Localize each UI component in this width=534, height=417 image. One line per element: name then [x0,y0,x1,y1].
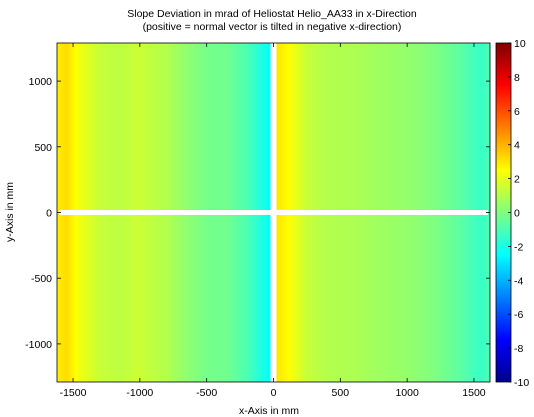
colorbar: -10 -8 -6 -4 -2 0 2 4 6 8 10 [495,38,529,389]
x-tick-label: 1000 [395,387,419,399]
x-tick-label: 1500 [462,387,486,399]
y-tick-label: -500 [31,273,52,285]
heatmap-plot-area [56,42,491,383]
x-tick-label: 0 [271,387,277,399]
colorbar-tick-label: 8 [514,72,520,84]
colorbar-tick-label: -2 [514,241,523,253]
colorbar-tick-label: 10 [514,38,526,50]
y-tick-label: -1000 [25,339,52,351]
colorbar-tick-label: -4 [514,275,523,287]
colorbar-tick-label: 6 [514,106,520,118]
x-tick-label: 500 [332,387,350,399]
colorbar-tick-label: 2 [514,174,520,186]
colorbar-tick-label: 4 [514,140,520,152]
x-axis-label: x-Axis in mm [239,405,299,417]
y-axis: -1000 -500 0 500 1000 [25,76,490,351]
x-tick-label: -1500 [60,387,87,399]
chart-subtitle: (positive = normal vector is tilted in n… [143,21,402,33]
colorbar-tick-label: -8 [514,343,523,355]
y-tick-label: 0 [46,208,52,220]
x-tick-label: -500 [196,387,217,399]
y-tick-label: 1000 [29,76,53,88]
horizontal-gap [59,210,488,215]
x-axis: -1500 -1000 -500 0 500 1000 1500 [60,43,486,399]
colorbar-ticks: -10 -8 -6 -4 -2 0 2 4 6 8 10 [508,38,529,389]
y-tick-label: 500 [34,142,52,154]
colorbar-tick-label: -10 [514,377,529,389]
colorbar-tick-label: -6 [514,309,523,321]
x-tick-label: -1000 [126,387,153,399]
colorbar-tick-label: 0 [514,208,520,220]
y-axis-label: y-Axis in mm [4,182,16,242]
chart-title: Slope Deviation in mrad of Heliostat Hel… [127,8,417,20]
